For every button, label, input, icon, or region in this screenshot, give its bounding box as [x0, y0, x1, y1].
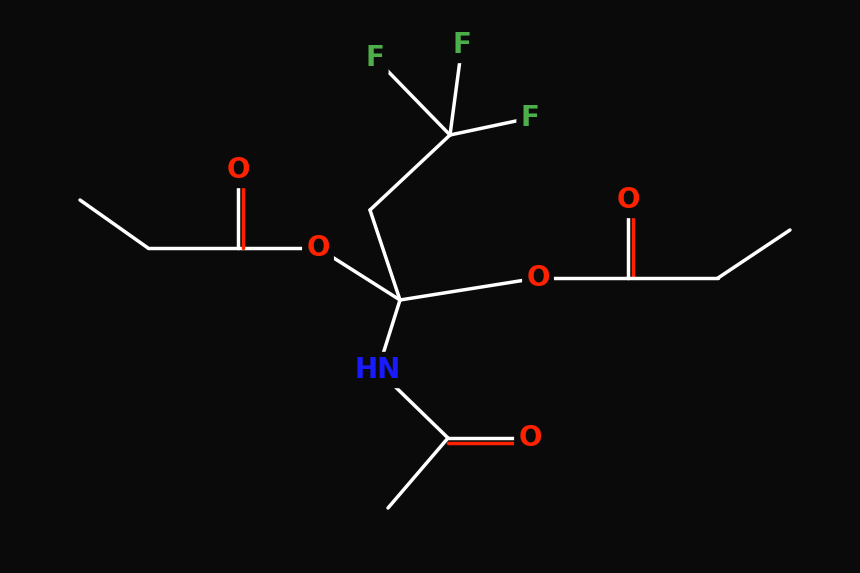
Text: O: O [617, 186, 640, 214]
Text: HN: HN [355, 356, 401, 384]
Text: F: F [452, 31, 471, 59]
Text: F: F [366, 44, 384, 72]
Text: O: O [519, 424, 542, 452]
Text: O: O [526, 264, 550, 292]
Text: O: O [226, 156, 249, 184]
Text: O: O [306, 234, 329, 262]
Text: F: F [520, 104, 539, 132]
